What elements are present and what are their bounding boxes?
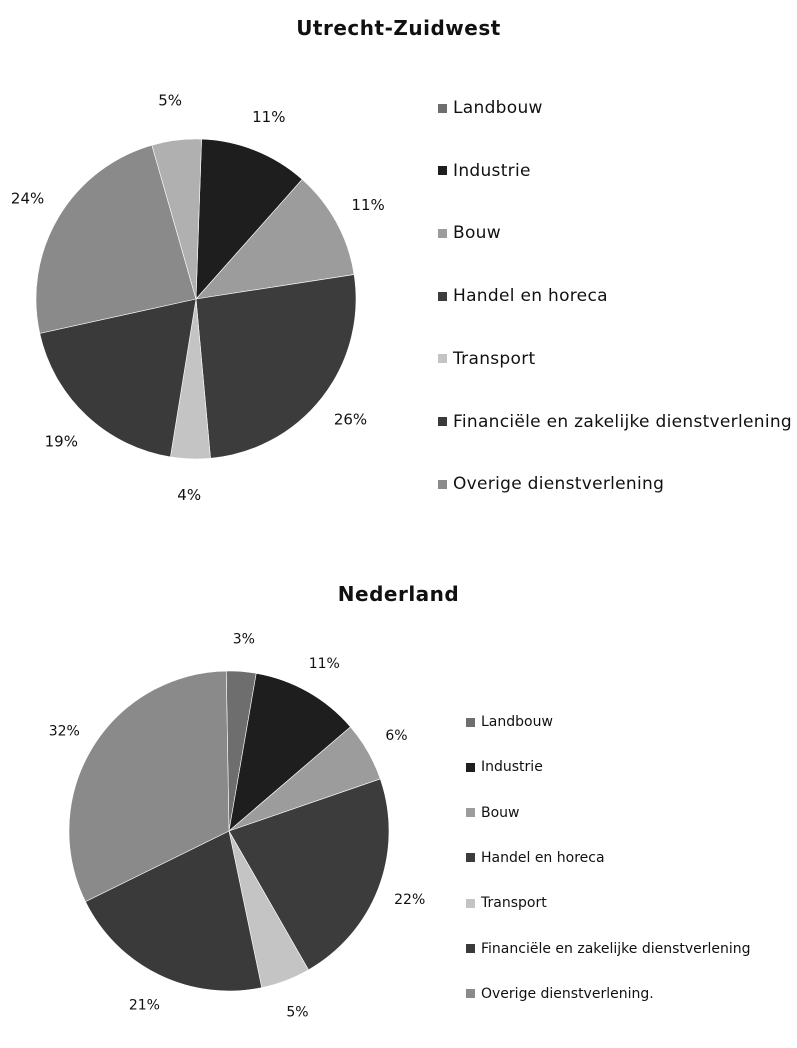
pie-data-label: 19%: [45, 432, 78, 450]
pie-chart-utrecht-zuidwest: Utrecht-Zuidwest 11% 11% 26% 4% 19% 24% 5% Lan…: [0, 0, 797, 520]
pie-slice-handel-en-horeca: [228, 778, 390, 971]
legend-item-overige-dienstverlening: Overige dienstverlening: [438, 474, 664, 494]
legend-item-bouw: Bouw: [466, 805, 520, 821]
legend-label: Bouw: [481, 804, 520, 821]
legend-swatch: [438, 291, 447, 301]
legend-label: Overige dienstverlening: [453, 474, 665, 495]
legend-swatch: [466, 944, 475, 953]
pie-data-label: 5%: [158, 92, 182, 110]
legend-item-bouw: Bouw: [438, 223, 501, 243]
legend-swatch: [438, 228, 447, 238]
legend-item-landbouw: Landbouw: [466, 714, 553, 730]
legend-swatch: [466, 808, 475, 818]
legend-label: Landbouw: [453, 98, 543, 118]
pie-chart-nederland: Nederland 3% 11% 6% 22% 5% 21% 32% Landbouw Ind…: [0, 560, 797, 1048]
pie-data-label: 11%: [351, 196, 384, 214]
legend-swatch: [438, 166, 447, 176]
legend-swatch: [466, 898, 475, 908]
pie-slice-financiele-en-zakelijke-dienstverlening: [85, 830, 263, 992]
pie-slice-industrie: [228, 672, 351, 832]
legend-swatch: [438, 479, 447, 489]
legend-item-landbouw: Landbouw: [438, 98, 543, 118]
pie-data-label: 11%: [252, 108, 285, 126]
pie-data-label: 26%: [334, 411, 367, 429]
legend-swatch: [466, 762, 475, 772]
pie-data-label: 11%: [309, 656, 340, 672]
pie-slice-financiele-en-zakelijke-dienstverlening: [39, 298, 197, 458]
pie-data-label: 5%: [286, 1004, 308, 1020]
legend-label: Industrie: [453, 160, 531, 181]
legend-swatch: [466, 989, 475, 999]
legend-item-transport: Transport: [438, 349, 535, 369]
pie-data-label: 4%: [177, 486, 201, 504]
chart-title: Utrecht-Zuidwest: [296, 16, 501, 40]
legend-label: Landbouw: [481, 714, 553, 730]
chart-title: Nederland: [337, 582, 460, 606]
legend-swatch: [438, 354, 447, 364]
pie-data-label: 24%: [11, 190, 44, 208]
pie-data-label: 22%: [394, 892, 425, 908]
legend-item-financiele-en-zakelijke-dienstverlening: Financiële en zakelijke dienstverlening: [466, 941, 751, 957]
pie-data-label: 32%: [49, 723, 80, 739]
legend-swatch: [466, 717, 475, 727]
legend-item-handel-en-horeca: Handel en horeca: [466, 850, 605, 866]
pie-slice-unlabeled: [151, 138, 202, 300]
legend-item-industrie: Industrie: [438, 161, 531, 181]
pie-data-label: 6%: [385, 728, 407, 744]
pie-svg: 3% 11% 6% 22% 5% 21% 32%: [49, 632, 426, 1021]
legend-label: Financiële en zakelijke dienstverlening: [453, 411, 793, 432]
legend-swatch: [438, 417, 447, 426]
legend-label: Bouw: [453, 223, 501, 244]
legend-label: Handel en horeca: [453, 286, 608, 307]
legend-label: Financiële en zakelijke dienstverlening: [481, 940, 751, 957]
legend-item-transport: Transport: [466, 895, 547, 911]
pie-data-label: 21%: [129, 998, 160, 1014]
legend-label: Industrie: [481, 759, 543, 776]
pie-slice-overige-dienstverlening: [35, 144, 197, 334]
legend-swatch: [466, 853, 475, 863]
pie-slice-handel-en-horeca: [195, 274, 357, 459]
legend-item-industrie: Industrie: [466, 759, 543, 775]
legend-item-handel-en-horeca: Handel en horeca: [438, 286, 608, 306]
legend-label: Transport: [481, 895, 547, 912]
pie-slice-overige-dienstverlening: [68, 670, 230, 903]
legend-item-financiele-en-zakelijke-dienstverlening: Financiële en zakelijke dienstverlening: [438, 412, 792, 432]
pie-slice-industrie: [195, 138, 303, 300]
legend-label: Transport: [453, 348, 536, 369]
pie-slice-bouw: [195, 178, 355, 300]
legend-label: Overige dienstverlening.: [481, 985, 654, 1002]
legend-swatch: [438, 103, 447, 113]
legend-label: Handel en horeca: [481, 849, 605, 866]
pie-data-label: 3%: [233, 632, 255, 648]
legend-item-overige-dienstverlening: Overige dienstverlening.: [466, 986, 654, 1002]
pie-svg: 11% 11% 26% 4% 19% 24% 5%: [11, 92, 385, 504]
